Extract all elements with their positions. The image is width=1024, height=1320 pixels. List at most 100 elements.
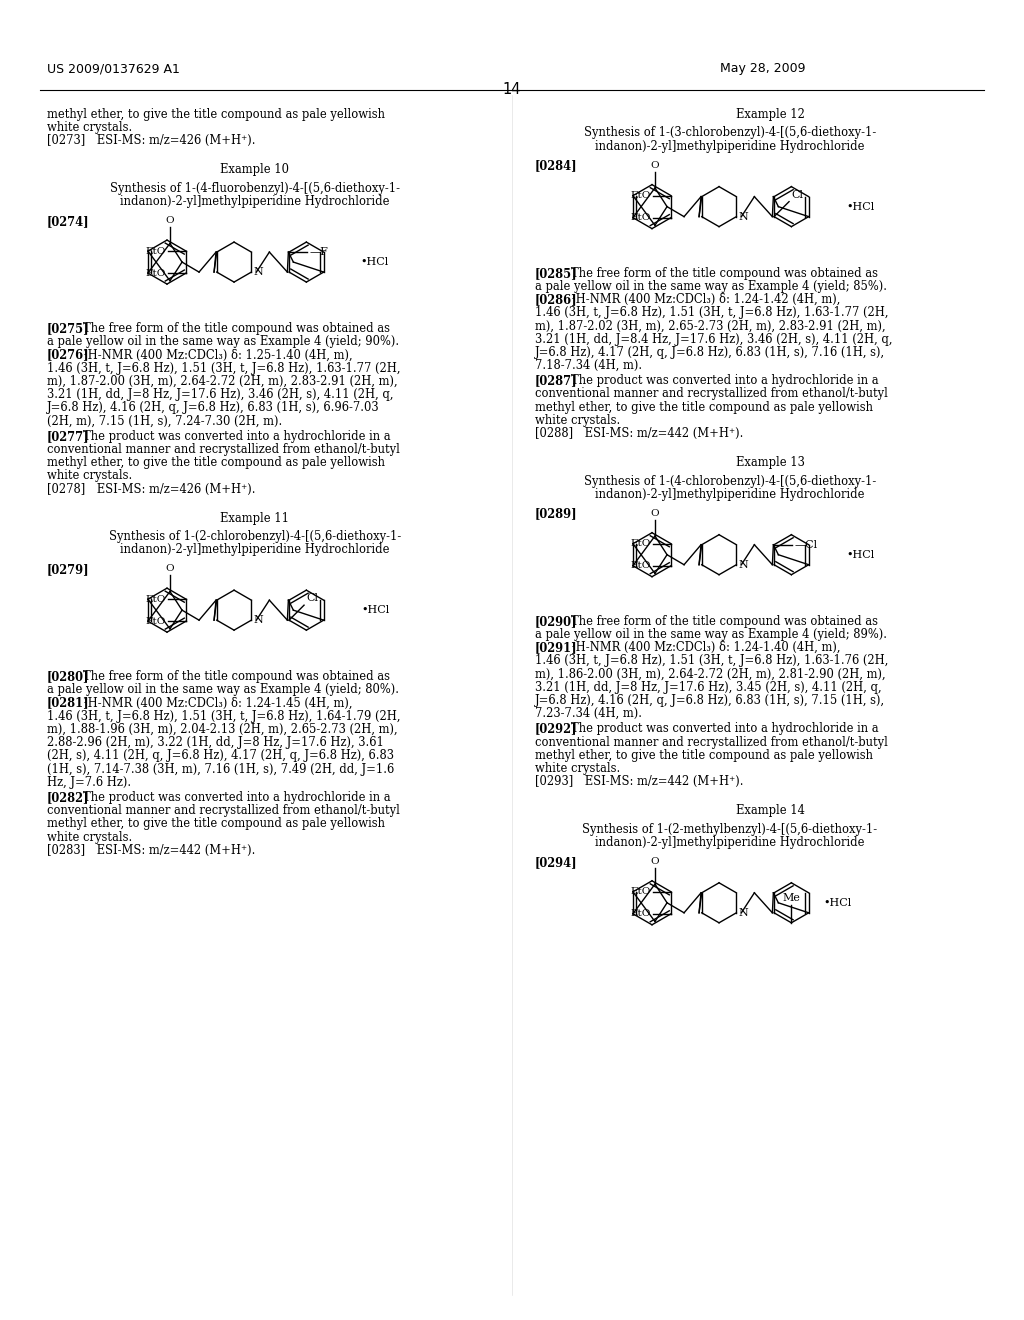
Text: [0276]: [0276] xyxy=(47,348,90,362)
Text: N: N xyxy=(738,908,749,917)
Text: [0274]: [0274] xyxy=(47,215,90,228)
Text: 3.21 (1H, dd, J=8 Hz, J=17.6 Hz), 3.46 (2H, s), 4.11 (2H, q,: 3.21 (1H, dd, J=8 Hz, J=17.6 Hz), 3.46 (… xyxy=(47,388,393,401)
Text: [0273] ESI-MS: m/z=426 (M+H⁺).: [0273] ESI-MS: m/z=426 (M+H⁺). xyxy=(47,135,256,148)
Text: [0292]: [0292] xyxy=(535,722,578,735)
Text: May 28, 2009: May 28, 2009 xyxy=(720,62,806,75)
Text: white crystals.: white crystals. xyxy=(535,762,621,775)
Text: Synthesis of 1-(3-chlorobenzyl)-4-[(5,6-diethoxy-1-: Synthesis of 1-(3-chlorobenzyl)-4-[(5,6-… xyxy=(584,127,877,140)
Text: methyl ether, to give the title compound as pale yellowish: methyl ether, to give the title compound… xyxy=(535,748,873,762)
Text: methyl ether, to give the title compound as pale yellowish: methyl ether, to give the title compound… xyxy=(47,457,385,469)
Text: The product was converted into a hydrochloride in a: The product was converted into a hydroch… xyxy=(571,722,879,735)
Text: O: O xyxy=(166,565,174,573)
Text: EtO: EtO xyxy=(145,268,166,277)
Text: 2.88-2.96 (2H, m), 3.22 (1H, dd, J=8 Hz, J=17.6 Hz), 3.61: 2.88-2.96 (2H, m), 3.22 (1H, dd, J=8 Hz,… xyxy=(47,737,384,750)
Text: The free form of the title compound was obtained as: The free form of the title compound was … xyxy=(83,671,390,684)
Text: 7.23-7.34 (4H, m).: 7.23-7.34 (4H, m). xyxy=(535,708,642,721)
Text: The product was converted into a hydrochloride in a: The product was converted into a hydroch… xyxy=(83,430,390,442)
Text: methyl ether, to give the title compound as pale yellowish: methyl ether, to give the title compound… xyxy=(535,401,873,413)
Text: white crystals.: white crystals. xyxy=(535,414,621,426)
Text: [0284]: [0284] xyxy=(535,160,578,173)
Text: J=6.8 Hz), 4.17 (2H, q, J=6.8 Hz), 6.83 (1H, s), 7.16 (1H, s),: J=6.8 Hz), 4.17 (2H, q, J=6.8 Hz), 6.83 … xyxy=(535,346,885,359)
Text: J=6.8 Hz), 4.16 (2H, q, J=6.8 Hz), 6.83 (1H, s), 6.96-7.03: J=6.8 Hz), 4.16 (2H, q, J=6.8 Hz), 6.83 … xyxy=(47,401,380,414)
Text: methyl ether, to give the title compound as pale yellowish: methyl ether, to give the title compound… xyxy=(47,108,385,121)
Text: m), 1.87-2.02 (3H, m), 2.65-2.73 (2H, m), 2.83-2.91 (2H, m),: m), 1.87-2.02 (3H, m), 2.65-2.73 (2H, m)… xyxy=(535,319,886,333)
Text: Cl: Cl xyxy=(792,190,803,199)
Text: indanon)-2-yl]methylpiperidine Hydrochloride: indanon)-2-yl]methylpiperidine Hydrochlo… xyxy=(595,836,864,849)
Text: a pale yellow oil in the same way as Example 4 (yield; 90%).: a pale yellow oil in the same way as Exa… xyxy=(47,335,399,348)
Text: •HCl: •HCl xyxy=(360,257,389,267)
Text: ¹H-NMR (400 Mz:CDCl₃) δ: 1.24-1.42 (4H, m),: ¹H-NMR (400 Mz:CDCl₃) δ: 1.24-1.42 (4H, … xyxy=(571,293,841,306)
Text: 1.46 (3H, t, J=6.8 Hz), 1.51 (3H, t, J=6.8 Hz), 1.63-1.76 (2H,: 1.46 (3H, t, J=6.8 Hz), 1.51 (3H, t, J=6… xyxy=(535,655,889,668)
Text: [0278] ESI-MS: m/z=426 (M+H⁺).: [0278] ESI-MS: m/z=426 (M+H⁺). xyxy=(47,483,256,495)
Text: a pale yellow oil in the same way as Example 4 (yield; 80%).: a pale yellow oil in the same way as Exa… xyxy=(47,684,399,697)
Text: •HCl: •HCl xyxy=(847,549,874,560)
Text: indanon)-2-yl]methylpiperidine Hydrochloride: indanon)-2-yl]methylpiperidine Hydrochlo… xyxy=(120,544,390,556)
Text: Synthesis of 1-(4-chlorobenzyl)-4-[(5,6-diethoxy-1-: Synthesis of 1-(4-chlorobenzyl)-4-[(5,6-… xyxy=(584,475,877,487)
Text: 3.21 (1H, dd, J=8.4 Hz, J=17.6 Hz), 3.46 (2H, s), 4.11 (2H, q,: 3.21 (1H, dd, J=8.4 Hz, J=17.6 Hz), 3.46… xyxy=(535,333,893,346)
Text: O: O xyxy=(650,161,659,170)
Text: O: O xyxy=(650,857,659,866)
Text: white crystals.: white crystals. xyxy=(47,121,132,135)
Text: Example 14: Example 14 xyxy=(735,804,805,817)
Text: US 2009/0137629 A1: US 2009/0137629 A1 xyxy=(47,62,180,75)
Text: ¹H-NMR (400 Mz:CDCl₃) δ: 1.24-1.40 (4H, m),: ¹H-NMR (400 Mz:CDCl₃) δ: 1.24-1.40 (4H, … xyxy=(571,642,841,655)
Text: [0277]: [0277] xyxy=(47,430,90,442)
Text: (1H, s), 7.14-7.38 (3H, m), 7.16 (1H, s), 7.49 (2H, dd, J=1.6: (1H, s), 7.14-7.38 (3H, m), 7.16 (1H, s)… xyxy=(47,763,394,776)
Text: conventional manner and recrystallized from ethanol/t-butyl: conventional manner and recrystallized f… xyxy=(47,804,400,817)
Text: •HCl: •HCl xyxy=(823,898,852,908)
Text: [0294]: [0294] xyxy=(535,855,578,869)
Text: EtO: EtO xyxy=(631,909,651,919)
Text: [0287]: [0287] xyxy=(535,375,578,387)
Text: O: O xyxy=(650,510,659,517)
Text: a pale yellow oil in the same way as Example 4 (yield; 89%).: a pale yellow oil in the same way as Exa… xyxy=(535,628,887,642)
Text: a pale yellow oil in the same way as Example 4 (yield; 85%).: a pale yellow oil in the same way as Exa… xyxy=(535,280,887,293)
Text: The product was converted into a hydrochloride in a: The product was converted into a hydroch… xyxy=(83,791,390,804)
Text: indanon)-2-yl]methylpiperidine Hydrochloride: indanon)-2-yl]methylpiperidine Hydrochlo… xyxy=(120,195,390,209)
Text: Example 11: Example 11 xyxy=(220,512,290,524)
Text: [0279]: [0279] xyxy=(47,564,90,576)
Text: m), 1.87-2.00 (3H, m), 2.64-2.72 (2H, m), 2.83-2.91 (2H, m),: m), 1.87-2.00 (3H, m), 2.64-2.72 (2H, m)… xyxy=(47,375,397,388)
Text: •HCl: •HCl xyxy=(847,202,874,211)
Text: Example 10: Example 10 xyxy=(220,164,290,177)
Text: [0293] ESI-MS: m/z=442 (M+H⁺).: [0293] ESI-MS: m/z=442 (M+H⁺). xyxy=(535,775,743,788)
Text: 1.46 (3H, t, J=6.8 Hz), 1.51 (3H, t, J=6.8 Hz), 1.63-1.77 (2H,: 1.46 (3H, t, J=6.8 Hz), 1.51 (3H, t, J=6… xyxy=(47,362,400,375)
Text: The free form of the title compound was obtained as: The free form of the title compound was … xyxy=(83,322,390,335)
Text: 1.46 (3H, t, J=6.8 Hz), 1.51 (3H, t, J=6.8 Hz), 1.64-1.79 (2H,: 1.46 (3H, t, J=6.8 Hz), 1.51 (3H, t, J=6… xyxy=(47,710,400,723)
Text: Hz, J=7.6 Hz).: Hz, J=7.6 Hz). xyxy=(47,776,131,789)
Text: white crystals.: white crystals. xyxy=(47,470,132,482)
Text: ¹H-NMR (400 Mz:CDCl₃) δ: 1.25-1.40 (4H, m),: ¹H-NMR (400 Mz:CDCl₃) δ: 1.25-1.40 (4H, … xyxy=(83,348,352,362)
Text: The product was converted into a hydrochloride in a: The product was converted into a hydroch… xyxy=(571,375,879,387)
Text: [0275]: [0275] xyxy=(47,322,90,335)
Text: Cl: Cl xyxy=(306,593,318,603)
Text: indanon)-2-yl]methylpiperidine Hydrochloride: indanon)-2-yl]methylpiperidine Hydrochlo… xyxy=(595,488,864,500)
Text: Synthesis of 1-(4-fluorobenzyl)-4-[(5,6-diethoxy-1-: Synthesis of 1-(4-fluorobenzyl)-4-[(5,6-… xyxy=(110,182,400,195)
Text: (2H, m), 7.15 (1H, s), 7.24-7.30 (2H, m).: (2H, m), 7.15 (1H, s), 7.24-7.30 (2H, m)… xyxy=(47,414,283,428)
Text: (2H, s), 4.11 (2H, q, J=6.8 Hz), 4.17 (2H, q, J=6.8 Hz), 6.83: (2H, s), 4.11 (2H, q, J=6.8 Hz), 4.17 (2… xyxy=(47,750,394,763)
Text: EtO: EtO xyxy=(145,616,166,626)
Text: EtO: EtO xyxy=(631,539,651,548)
Text: 3.21 (1H, dd, J=8 Hz, J=17.6 Hz), 3.45 (2H, s), 4.11 (2H, q,: 3.21 (1H, dd, J=8 Hz, J=17.6 Hz), 3.45 (… xyxy=(535,681,882,694)
Text: EtO: EtO xyxy=(631,191,651,201)
Text: ¹H-NMR (400 Mz:CDCl₃) δ: 1.24-1.45 (4H, m),: ¹H-NMR (400 Mz:CDCl₃) δ: 1.24-1.45 (4H, … xyxy=(83,697,352,710)
Text: N: N xyxy=(738,560,749,570)
Text: N: N xyxy=(738,211,749,222)
Text: N: N xyxy=(253,615,263,626)
Text: —F: —F xyxy=(309,247,328,257)
Text: indanon)-2-yl]methylpiperidine Hydrochloride: indanon)-2-yl]methylpiperidine Hydrochlo… xyxy=(595,140,864,153)
Text: 14: 14 xyxy=(503,82,521,96)
Text: EtO: EtO xyxy=(631,887,651,896)
Text: m), 1.86-2.00 (3H, m), 2.64-2.72 (2H, m), 2.81-2.90 (2H, m),: m), 1.86-2.00 (3H, m), 2.64-2.72 (2H, m)… xyxy=(535,668,886,681)
Text: [0285]: [0285] xyxy=(535,267,578,280)
Text: m), 1.88-1.96 (3H, m), 2.04-2.13 (2H, m), 2.65-2.73 (2H, m),: m), 1.88-1.96 (3H, m), 2.04-2.13 (2H, m)… xyxy=(47,723,397,737)
Text: EtO: EtO xyxy=(145,247,166,256)
Text: The free form of the title compound was obtained as: The free form of the title compound was … xyxy=(571,267,878,280)
Text: Synthesis of 1-(2-chlorobenzyl)-4-[(5,6-diethoxy-1-: Synthesis of 1-(2-chlorobenzyl)-4-[(5,6-… xyxy=(109,531,401,543)
Text: N: N xyxy=(253,267,263,277)
Text: conventional manner and recrystallized from ethanol/t-butyl: conventional manner and recrystallized f… xyxy=(535,388,888,400)
Text: The free form of the title compound was obtained as: The free form of the title compound was … xyxy=(571,615,878,628)
Text: [0282]: [0282] xyxy=(47,791,89,804)
Text: conventional manner and recrystallized from ethanol/t-butyl: conventional manner and recrystallized f… xyxy=(535,735,888,748)
Text: EtO: EtO xyxy=(145,594,166,603)
Text: 7.18-7.34 (4H, m).: 7.18-7.34 (4H, m). xyxy=(535,359,642,372)
Text: J=6.8 Hz), 4.16 (2H, q, J=6.8 Hz), 6.83 (1H, s), 7.15 (1H, s),: J=6.8 Hz), 4.16 (2H, q, J=6.8 Hz), 6.83 … xyxy=(535,694,885,708)
